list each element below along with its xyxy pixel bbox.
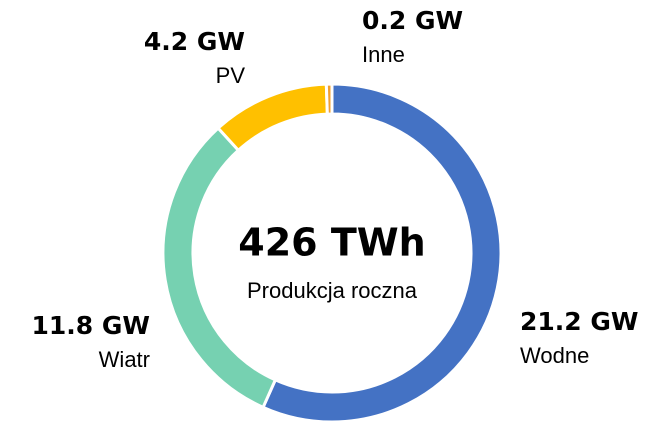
value-label: 21.2 GW — [520, 307, 638, 336]
center-title: 426 TWh — [238, 221, 425, 265]
donut-segment — [161, 125, 278, 410]
value-label: 4.2 GW — [144, 27, 245, 56]
category-label: PV — [216, 63, 246, 88]
category-label: Wiatr — [99, 347, 150, 372]
value-label: 11.8 GW — [32, 311, 150, 340]
value-label: 0.2 GW — [362, 6, 463, 35]
donut-segment — [261, 82, 503, 423]
center-subtitle: Produkcja roczna — [247, 278, 418, 303]
category-label: Wodne — [520, 343, 589, 368]
donut-segment — [324, 82, 334, 116]
category-label: Inne — [362, 42, 405, 67]
donut-segment — [216, 82, 329, 153]
